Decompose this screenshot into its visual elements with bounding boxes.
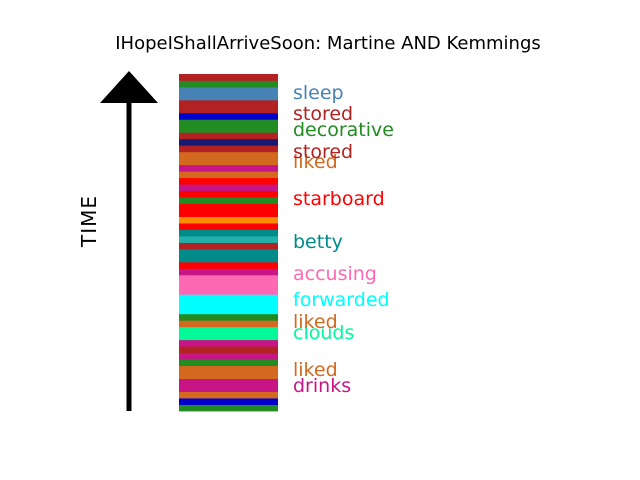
timeline-segment [179,177,278,185]
chart-title: IHopeIShallArriveSoon: Martine AND Kemmi… [115,33,541,54]
timeline-word-label: drinks [293,375,351,397]
timeline-segment [179,80,278,88]
timeline-segment [179,210,278,217]
timeline-segment [179,300,278,308]
timeline-segment [179,151,278,159]
timeline-word-label: betty [293,231,343,253]
timeline-segment [179,274,278,282]
timeline-word-label: decorative [293,119,394,141]
timeline-segment [179,242,278,250]
timeline-segment [179,372,278,379]
timeline-segment [179,398,278,405]
timeline-segment [179,378,278,386]
timeline-segment [179,359,278,367]
timeline-segment [179,197,278,205]
timeline-segment [179,106,278,114]
time-arrow-head [100,71,158,103]
timeline-labels: drinkslikedcloudslikedforwardedaccusingb… [293,82,394,397]
timeline-segment [179,203,278,211]
timeline-segment [179,255,278,263]
timeline-segment [179,268,278,276]
timeline-segment [179,99,278,107]
timeline-segment [179,385,278,392]
timeline-segment [179,125,278,133]
timeline-segment [179,281,278,289]
timeline-word-label: clouds [293,322,354,344]
timeline-strip [179,74,278,412]
timeline-segment [179,404,278,412]
timeline-segment [179,346,278,354]
timeline-segment [179,171,278,179]
timeline-word-label: liked [293,151,338,173]
timeline-word-label: sleep [293,82,344,104]
timeline-segment [179,138,278,146]
timeline-word-label: stored [293,103,353,125]
timeline-segment [179,86,278,94]
timeline-segment [179,261,278,269]
timeline-segment [179,320,278,328]
timeline-segment [179,333,278,341]
timeline-segment [179,365,278,373]
timeline-segment [179,391,278,399]
time-axis: TIME [77,71,158,411]
timeline-segment [179,294,278,302]
timeline-segment [179,236,278,243]
timeline-segment [179,352,278,360]
timeline-segment [179,287,278,295]
timeline-segment [179,112,278,120]
time-axis-label: TIME [77,195,101,248]
timeline-segment [179,145,278,153]
timeline-word-label: forwarded [293,289,390,311]
timeline-segment [179,216,278,224]
timeline-segment [179,74,278,81]
timeline-segment [179,119,278,127]
timeline-word-label: accusing [293,263,377,285]
timeline-segment [179,164,278,172]
timeline-segment [179,313,278,321]
timeline-word-label: starboard [293,188,385,210]
timeline-word-label: liked [293,311,338,333]
timeline-segment [179,184,278,192]
timeline-segment [179,339,278,347]
timeline-segment [179,229,278,237]
timeline-segment [179,132,278,140]
timeline-segment [179,307,278,315]
timeline-segment [179,248,278,256]
timeline-segment [179,223,278,230]
timeline-segment [179,326,278,334]
timeline-segment [179,190,278,198]
timeline-segment [179,158,278,166]
timeline-segment [179,93,278,101]
timeline-word-label: liked [293,359,338,381]
timeline-word-label: stored [293,141,353,163]
